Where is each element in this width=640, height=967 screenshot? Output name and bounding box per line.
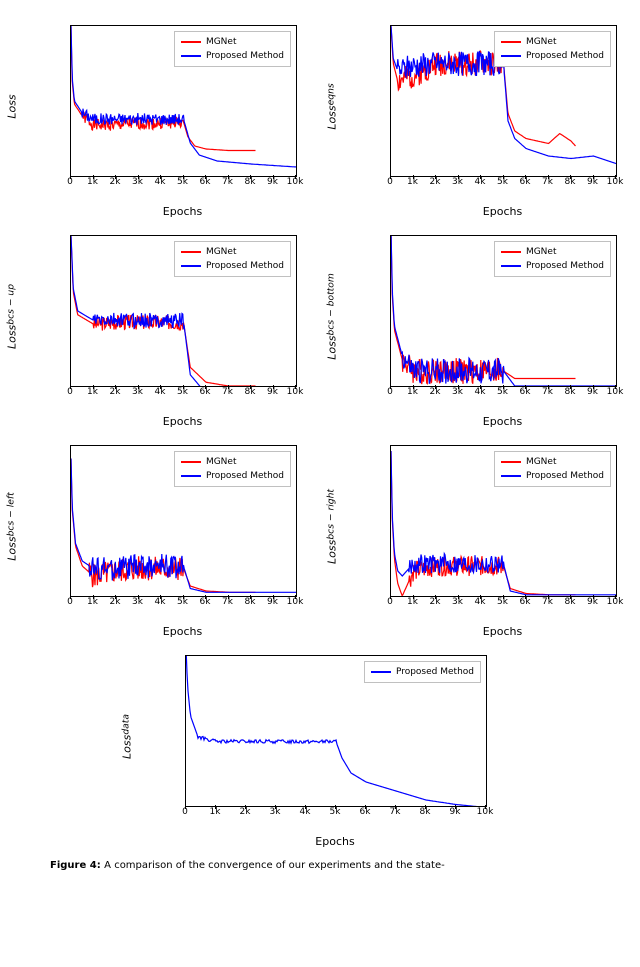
legend-line-icon [181, 41, 201, 43]
chart-row-2: Lossbcs − up10⁻²10⁻¹10⁰10¹10²MGNetPropos… [20, 230, 620, 420]
plot-area: 10⁻⁵10⁻⁴10⁻³10⁻²10⁻¹10⁰10¹MGNetProposed … [390, 25, 617, 177]
legend-label: Proposed Method [206, 49, 284, 63]
chart-loss_bcs_up: Lossbcs − up10⁻²10⁻¹10⁰10¹10²MGNetPropos… [20, 230, 300, 420]
legend-label: Proposed Method [396, 665, 474, 679]
plot-area: 10⁻¹10⁰10¹10²10³MGNetProposed Method [70, 25, 297, 177]
chart-loss_data: Lossdata10⁻⁵10⁻⁴10⁻³10⁻²10⁻¹10⁰Proposed … [135, 650, 505, 840]
legend-line-icon [181, 251, 201, 253]
legend-label: MGNet [206, 35, 237, 49]
legend-line-icon [181, 475, 201, 477]
legend-line-icon [181, 55, 201, 57]
legend: MGNetProposed Method [494, 451, 611, 487]
xlabel: Epochs [390, 415, 615, 428]
legend-label: Proposed Method [526, 49, 604, 63]
legend-row-proposed: Proposed Method [181, 259, 284, 273]
legend: Proposed Method [364, 661, 481, 683]
legend-label: Proposed Method [206, 259, 284, 273]
plot-area: 10⁻²10⁻¹10⁰10¹10²MGNetProposed Method [70, 235, 297, 387]
xlabel: Epochs [390, 205, 615, 218]
legend-line-icon [371, 671, 391, 673]
legend: MGNetProposed Method [174, 241, 291, 277]
plot-area: 10⁻⁵10⁻⁴10⁻³10⁻²10⁻¹10⁰Proposed Method [185, 655, 487, 807]
legend-line-icon [501, 265, 521, 267]
legend-row-proposed: Proposed Method [501, 259, 604, 273]
legend-row-proposed: Proposed Method [501, 49, 604, 63]
legend-row-proposed: Proposed Method [181, 469, 284, 483]
legend-line-icon [181, 265, 201, 267]
legend-label: MGNet [526, 245, 557, 259]
figure-caption: Figure 4: A comparison of the convergenc… [20, 860, 620, 871]
chart-loss_bcs_right: Lossbcs − right10⁻³10⁻²10⁻¹10⁰10¹10²10³M… [340, 440, 620, 630]
legend-line-icon [181, 461, 201, 463]
plot-area: 10⁻³10⁻²10⁻¹10⁰10¹10²10³MGNetProposed Me… [70, 445, 297, 597]
legend-label: MGNet [206, 245, 237, 259]
chart-row-3: Lossbcs − left10⁻³10⁻²10⁻¹10⁰10¹10²10³MG… [20, 440, 620, 630]
legend-label: MGNet [526, 455, 557, 469]
legend: MGNetProposed Method [174, 31, 291, 67]
legend-label: MGNet [526, 35, 557, 49]
xlabel: Epochs [70, 415, 295, 428]
legend-line-icon [501, 55, 521, 57]
caption-text: A comparison of the convergence of our e… [104, 860, 445, 871]
chart-loss: Loss10⁻¹10⁰10¹10²10³MGNetProposed Method… [20, 20, 300, 210]
legend-row-mgnet: MGNet [501, 35, 604, 49]
legend-line-icon [501, 461, 521, 463]
xlabel: Epochs [70, 205, 295, 218]
figure: Loss10⁻¹10⁰10¹10²10³MGNetProposed Method… [20, 20, 620, 871]
xlabel: Epochs [390, 625, 615, 638]
plot-area: 10⁻³10⁻²10⁻¹10⁰10¹10²10³MGNetProposed Me… [390, 445, 617, 597]
legend-row-mgnet: MGNet [181, 245, 284, 259]
legend-line-icon [501, 475, 521, 477]
legend-row-mgnet: MGNet [181, 455, 284, 469]
legend-row-proposed: Proposed Method [501, 469, 604, 483]
legend-row-mgnet: MGNet [181, 35, 284, 49]
chart-loss_bcs_bottom: Lossbcs − bottom10⁻²10⁻¹10⁰10¹10²MGNetPr… [340, 230, 620, 420]
legend-label: MGNet [206, 455, 237, 469]
legend: MGNetProposed Method [174, 451, 291, 487]
legend-label: Proposed Method [206, 469, 284, 483]
chart-loss_eqns: Losseqns10⁻⁵10⁻⁴10⁻³10⁻²10⁻¹10⁰10¹MGNetP… [340, 20, 620, 210]
legend-row-mgnet: MGNet [501, 245, 604, 259]
xlabel: Epochs [70, 625, 295, 638]
legend-label: Proposed Method [526, 469, 604, 483]
chart-row-4: Lossdata10⁻⁵10⁻⁴10⁻³10⁻²10⁻¹10⁰Proposed … [20, 650, 620, 840]
legend-line-icon [501, 251, 521, 253]
caption-prefix: Figure 4: [50, 860, 104, 871]
legend-line-icon [501, 41, 521, 43]
legend-row-mgnet: MGNet [501, 455, 604, 469]
plot-area: 10⁻²10⁻¹10⁰10¹10²MGNetProposed Method [390, 235, 617, 387]
legend-row-proposed: Proposed Method [371, 665, 474, 679]
chart-loss_bcs_left: Lossbcs − left10⁻³10⁻²10⁻¹10⁰10¹10²10³MG… [20, 440, 300, 630]
legend-label: Proposed Method [526, 259, 604, 273]
legend-row-proposed: Proposed Method [181, 49, 284, 63]
chart-row-1: Loss10⁻¹10⁰10¹10²10³MGNetProposed Method… [20, 20, 620, 210]
legend: MGNetProposed Method [494, 241, 611, 277]
legend: MGNetProposed Method [494, 31, 611, 67]
xlabel: Epochs [185, 835, 485, 848]
